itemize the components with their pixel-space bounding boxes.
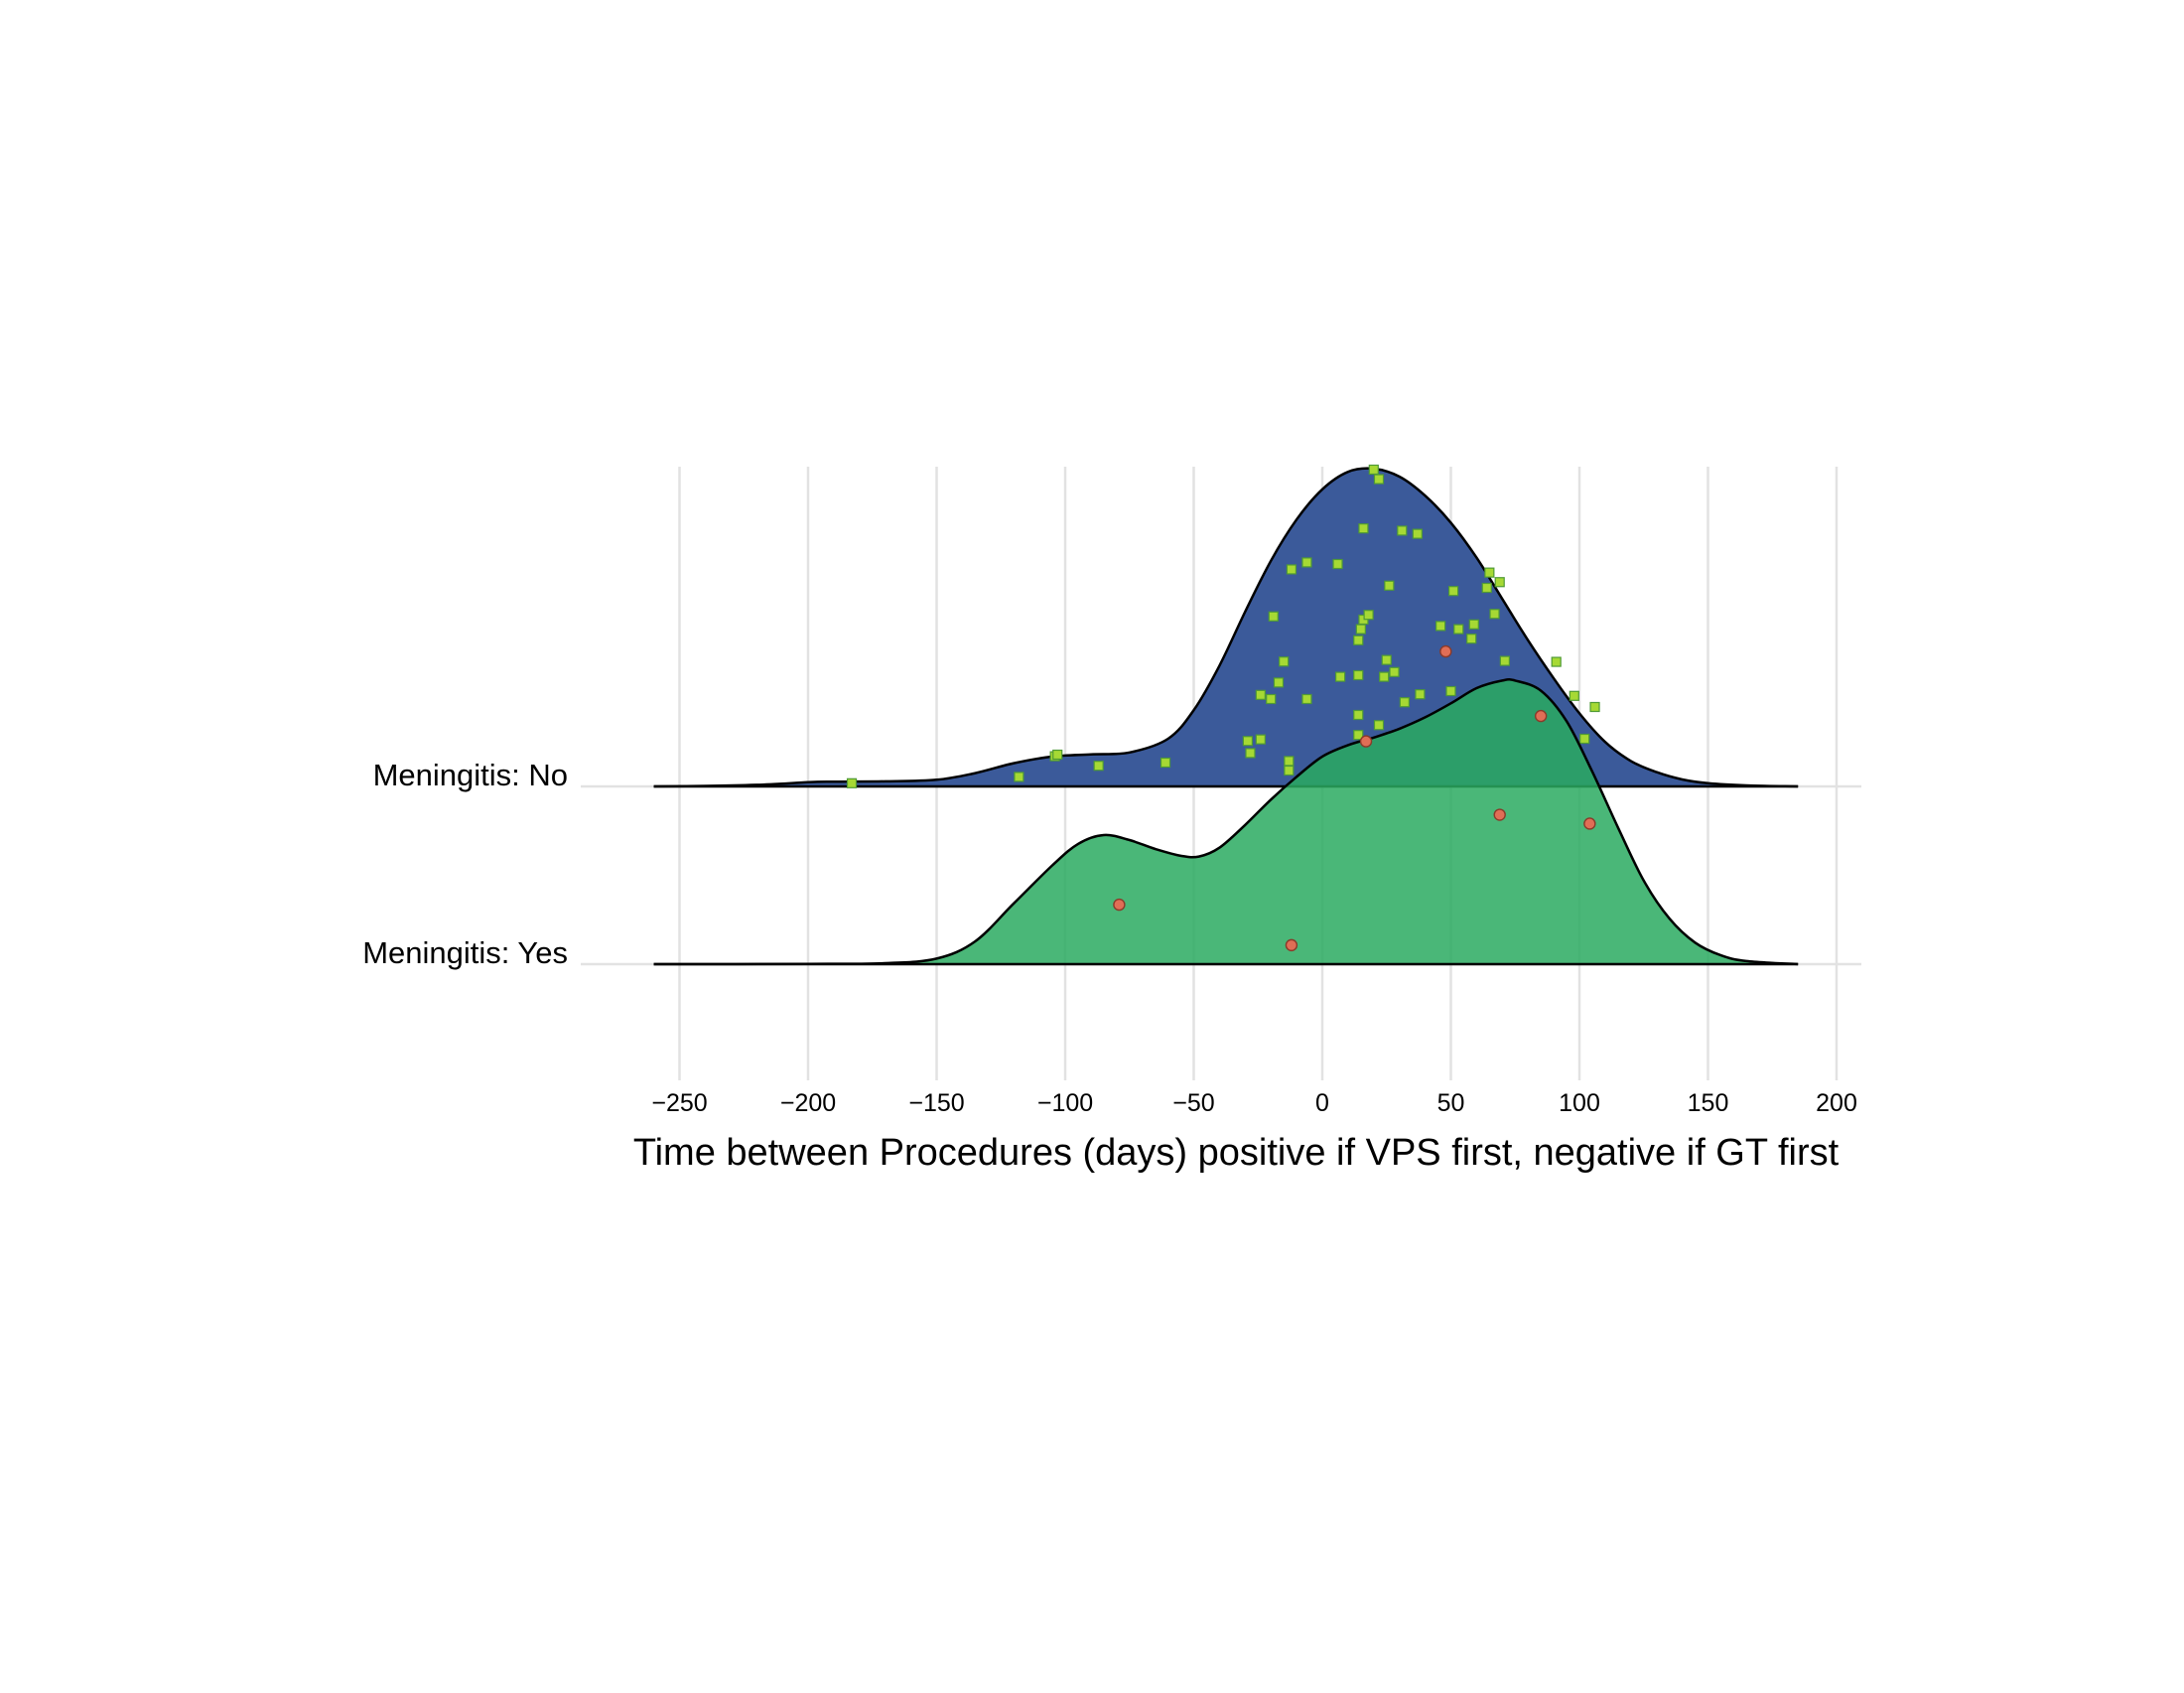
density-outline bbox=[653, 467, 1799, 788]
x-tick-label: −250 bbox=[651, 1089, 707, 1117]
ridge-layer bbox=[653, 464, 1799, 966]
x-tick-label: −150 bbox=[908, 1089, 964, 1117]
data-point bbox=[1445, 685, 1456, 697]
data-point bbox=[1399, 697, 1410, 708]
data-point bbox=[1368, 464, 1379, 476]
data-point bbox=[1358, 523, 1369, 534]
data-point bbox=[1332, 558, 1343, 570]
data-point bbox=[1273, 677, 1285, 688]
data-point bbox=[846, 777, 858, 788]
data-point bbox=[1494, 577, 1505, 588]
data-point bbox=[1499, 655, 1510, 666]
data-point bbox=[1359, 735, 1373, 748]
data-point bbox=[1489, 609, 1500, 620]
data-point bbox=[1569, 690, 1579, 701]
row-label: Meningitis: No bbox=[373, 758, 568, 792]
data-point bbox=[1160, 757, 1171, 769]
x-tick-label: 0 bbox=[1315, 1089, 1329, 1117]
data-point bbox=[1284, 756, 1295, 767]
data-point bbox=[1435, 621, 1446, 632]
x-tick-label: 150 bbox=[1688, 1089, 1729, 1117]
data-point bbox=[1373, 720, 1385, 731]
data-point bbox=[1268, 611, 1279, 622]
x-tick-label: 100 bbox=[1559, 1089, 1600, 1117]
data-point bbox=[1353, 709, 1364, 721]
data-point bbox=[1353, 730, 1364, 741]
data-point bbox=[1373, 474, 1385, 485]
data-point bbox=[1481, 582, 1492, 594]
data-point bbox=[1415, 689, 1426, 700]
data-point bbox=[1355, 624, 1366, 635]
data-point bbox=[1255, 689, 1266, 700]
data-point bbox=[1484, 567, 1495, 578]
data-point bbox=[1279, 656, 1290, 667]
data-point bbox=[1381, 654, 1392, 665]
data-point bbox=[1335, 671, 1346, 682]
data-point bbox=[1412, 528, 1423, 539]
data-point bbox=[1285, 938, 1298, 952]
data-point bbox=[1286, 564, 1297, 575]
data-point bbox=[1353, 669, 1364, 681]
data-point bbox=[1551, 656, 1562, 667]
data-point bbox=[1397, 525, 1408, 536]
data-point bbox=[1301, 693, 1312, 705]
row-labels: Meningitis: No Meningitis: Yes bbox=[362, 758, 568, 970]
x-axis-ticks: −250 −200 −150 −100 −50 0 50 100 150 200 bbox=[651, 1089, 1857, 1117]
x-axis-title: Time between Procedures (days) positive … bbox=[633, 1132, 1840, 1174]
data-point bbox=[1379, 671, 1390, 682]
density-area bbox=[653, 468, 1799, 786]
data-point bbox=[1014, 772, 1024, 782]
x-tick-label: −100 bbox=[1037, 1089, 1093, 1117]
x-tick-label: −50 bbox=[1172, 1089, 1214, 1117]
x-tick-label: 50 bbox=[1437, 1089, 1465, 1117]
data-point bbox=[1453, 624, 1464, 635]
data-point bbox=[1266, 693, 1277, 705]
x-tick-label: 200 bbox=[1816, 1089, 1857, 1117]
data-point bbox=[1447, 586, 1459, 597]
density-area bbox=[653, 679, 1799, 964]
data-point bbox=[1301, 557, 1312, 568]
data-point bbox=[1439, 644, 1452, 658]
data-point bbox=[1052, 749, 1063, 761]
data-point bbox=[1245, 748, 1256, 759]
density-outline bbox=[653, 678, 1799, 966]
data-point bbox=[1255, 734, 1266, 745]
data-point bbox=[1583, 817, 1596, 830]
data-point bbox=[1493, 808, 1506, 821]
row-label: Meningitis: Yes bbox=[362, 935, 568, 970]
data-point bbox=[1384, 580, 1395, 591]
data-point bbox=[1466, 634, 1477, 644]
ridge-series-meningitis-no bbox=[653, 464, 1799, 788]
data-point bbox=[1389, 666, 1400, 677]
data-point bbox=[1363, 610, 1374, 621]
ridge-series-meningitis-yes bbox=[653, 644, 1799, 966]
x-tick-label: −200 bbox=[780, 1089, 836, 1117]
data-point bbox=[1284, 765, 1295, 776]
data-point bbox=[1113, 898, 1126, 912]
data-point bbox=[1534, 709, 1548, 723]
data-point bbox=[1579, 733, 1590, 745]
data-point bbox=[1589, 701, 1600, 713]
data-point bbox=[1093, 761, 1104, 772]
data-point bbox=[1353, 635, 1364, 645]
data-point bbox=[1242, 736, 1253, 747]
data-point bbox=[1468, 619, 1479, 630]
